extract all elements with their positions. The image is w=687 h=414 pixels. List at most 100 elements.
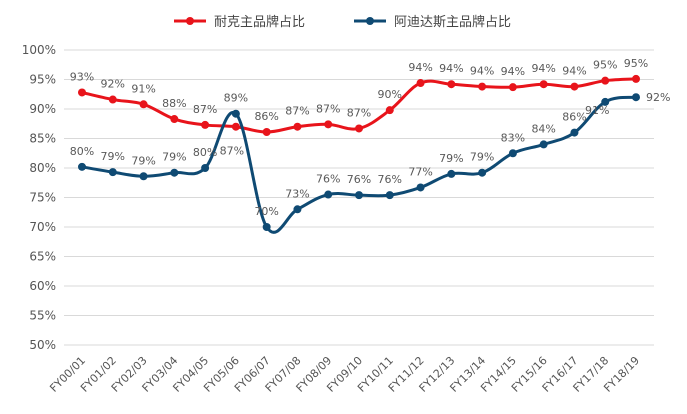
- y-tick-label: 70%: [29, 220, 56, 234]
- data-label-adidas: 80%: [193, 146, 217, 159]
- data-point-nike: [201, 120, 210, 129]
- data-point-adidas: [632, 93, 640, 102]
- y-tick-label: 90%: [29, 102, 56, 116]
- data-point-adidas: [539, 140, 548, 149]
- data-point-adidas: [355, 191, 363, 200]
- legend-marker-adidas: [366, 17, 374, 25]
- series-nike: [78, 74, 640, 137]
- data-point-nike: [293, 122, 302, 131]
- data-point-nike: [447, 80, 456, 89]
- data-label-nike: 87%: [347, 106, 371, 119]
- data-point-nike: [539, 80, 548, 89]
- legend-label-nike: 耐克主品牌占比: [214, 14, 305, 30]
- data-point-nike: [478, 82, 487, 91]
- y-tick-label: 80%: [29, 161, 56, 175]
- data-label-adidas: 83%: [501, 131, 525, 144]
- x-axis: FY00/01FY01/02FY02/03FY03/04FY04/05FY05/…: [47, 354, 642, 395]
- data-label-adidas: 79%: [162, 151, 186, 164]
- data-point-adidas: [570, 128, 579, 137]
- series: [78, 74, 640, 234]
- data-label-nike: 95%: [593, 59, 617, 72]
- data-point-nike: [108, 95, 117, 104]
- data-point-adidas: [170, 168, 179, 177]
- data-label-nike: 94%: [439, 62, 463, 75]
- series-adidas: [78, 93, 640, 234]
- data-point-nike: [170, 115, 179, 124]
- data-label-nike: 94%: [531, 62, 555, 75]
- data-label-adidas: 86%: [562, 111, 586, 124]
- data-point-nike: [570, 82, 579, 91]
- legend-item-nike: 耐克主品牌占比: [174, 14, 305, 30]
- data-label-adidas: 76%: [316, 173, 340, 186]
- data-label-adidas: 79%: [439, 152, 463, 165]
- data-label-nike: 87%: [285, 105, 309, 118]
- data-point-nike: [601, 76, 610, 85]
- data-point-nike: [355, 124, 363, 133]
- data-label-nike: 87%: [316, 102, 340, 115]
- data-label-nike: 87%: [220, 145, 244, 158]
- data-point-nike: [508, 83, 517, 92]
- y-tick-label: 55%: [29, 309, 56, 323]
- data-label-adidas: 89%: [224, 92, 248, 105]
- data-point-adidas: [108, 168, 117, 177]
- data-point-adidas: [201, 164, 210, 172]
- data-label-adidas: 92%: [646, 91, 670, 104]
- data-label-adidas: 80%: [70, 145, 94, 158]
- legend-item-adidas: 阿迪达斯主品牌占比: [354, 14, 511, 30]
- data-point-adidas: [293, 205, 302, 214]
- data-label-nike: 94%: [408, 61, 432, 74]
- data-point-adidas: [324, 190, 333, 199]
- y-tick-label: 75%: [29, 191, 56, 205]
- data-label-nike: 95%: [624, 57, 648, 70]
- data-point-adidas: [601, 97, 610, 106]
- data-point-adidas: [262, 223, 271, 231]
- data-point-adidas: [139, 172, 148, 181]
- data-point-adidas: [78, 162, 86, 171]
- data-point-nike: [385, 106, 394, 115]
- data-point-nike: [416, 79, 425, 88]
- data-labels: 93% 92% 91% 88% 87% 87% 86% 87% 87% 87% 90% 94% 94% 9…: [70, 57, 671, 218]
- data-point-nike: [262, 128, 271, 137]
- data-label-adidas: 79%: [101, 150, 125, 163]
- data-label-adidas: 84%: [531, 122, 555, 135]
- data-label-adidas: 77%: [408, 165, 432, 178]
- data-point-nike: [632, 74, 640, 83]
- data-point-adidas: [478, 168, 487, 177]
- y-tick-label: 60%: [29, 279, 56, 293]
- data-label-adidas: 91%: [585, 104, 609, 117]
- data-label-adidas: 70%: [254, 205, 278, 218]
- data-point-adidas: [447, 169, 456, 178]
- data-point-nike: [231, 122, 240, 131]
- data-point-adidas: [385, 191, 394, 200]
- data-label-adidas: 76%: [347, 173, 371, 186]
- data-point-nike: [139, 100, 148, 109]
- data-label-nike: 87%: [193, 103, 217, 116]
- y-axis: 100% 95% 90% 85% 80% 75% 70% 65% 60% 55% 50%: [22, 43, 56, 352]
- data-label-adidas: 73%: [285, 187, 309, 200]
- legend-marker-nike: [186, 17, 194, 25]
- y-tick-label: 95%: [29, 73, 56, 87]
- data-point-nike: [324, 120, 333, 129]
- data-label-adidas: 79%: [470, 151, 494, 164]
- data-point-adidas: [231, 109, 240, 118]
- data-label-adidas: 79%: [131, 154, 155, 167]
- data-label-nike: 94%: [501, 65, 525, 78]
- data-label-nike: 94%: [562, 65, 586, 78]
- legend-label-adidas: 阿迪达斯主品牌占比: [394, 14, 511, 30]
- y-tick-label: 50%: [29, 338, 56, 352]
- data-point-nike: [78, 88, 86, 97]
- data-label-nike: 91%: [131, 82, 155, 95]
- data-label-nike: 90%: [378, 88, 402, 101]
- legend: 耐克主品牌占比 阿迪达斯主品牌占比: [174, 14, 511, 30]
- data-point-adidas: [416, 183, 425, 192]
- data-label-nike: 92%: [101, 78, 125, 91]
- data-label-nike: 94%: [470, 65, 494, 78]
- data-label-adidas: 76%: [378, 173, 402, 186]
- y-tick-label: 65%: [29, 250, 56, 264]
- y-tick-label: 85%: [29, 132, 56, 146]
- data-label-nike: 86%: [254, 110, 278, 123]
- y-tick-label: 100%: [22, 43, 56, 57]
- data-label-nike: 88%: [162, 97, 186, 110]
